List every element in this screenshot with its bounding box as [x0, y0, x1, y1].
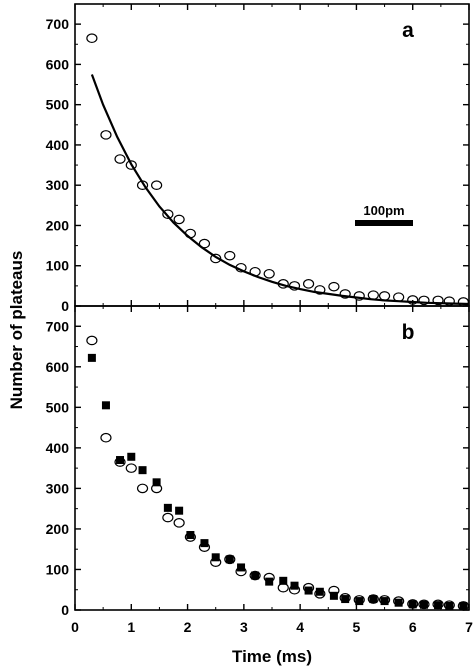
panel-letter: b [402, 321, 415, 344]
x-tick-label: 7 [465, 619, 473, 635]
x-tick-label: 2 [184, 619, 192, 635]
data-point-square [394, 598, 403, 607]
data-point-square [279, 576, 288, 585]
data-point-square [290, 581, 299, 590]
data-point-square [138, 466, 147, 475]
data-point-circle [432, 295, 444, 306]
panel-letter: a [402, 19, 414, 42]
x-tick-label: 1 [127, 619, 135, 635]
data-point-circle [328, 281, 340, 292]
panel-b: 0 100 200 300 400 500 600 700 0 1 2 3 4 5 6 7 b [46, 305, 473, 635]
y-tick-label: 500 [46, 399, 70, 415]
x-tick-label: 0 [71, 619, 79, 635]
data-point-circle [224, 250, 236, 261]
data-point-circle [224, 554, 236, 565]
data-point-square [304, 586, 313, 595]
data-point-circle [457, 601, 469, 611]
y-tick-label: 100 [46, 561, 70, 577]
y-tick-label: 300 [46, 480, 70, 496]
data-point-circle [407, 295, 419, 305]
data-point-square [445, 601, 454, 610]
data-point-circle [314, 285, 326, 295]
y-tick-label: 500 [46, 97, 70, 113]
data-point-circle [114, 154, 126, 164]
data-point-square [315, 587, 324, 596]
data-point-square [434, 601, 443, 610]
data-point-circle [86, 33, 98, 44]
data-point-square [341, 595, 350, 604]
data-point-square [127, 452, 136, 461]
y-tick-label: 0 [61, 602, 69, 618]
x-tick-label: 4 [296, 619, 304, 635]
data-point-circle [418, 295, 430, 306]
x-tick-label: 5 [353, 619, 361, 635]
data-point-circle [162, 512, 174, 523]
data-point-square [459, 601, 468, 610]
data-point-square [175, 506, 184, 515]
data-point-circle [263, 268, 275, 279]
data-point-circle [173, 214, 185, 225]
data-point-circle [367, 594, 379, 604]
data-point-circle [198, 238, 211, 249]
y-tick-label: 400 [46, 137, 70, 153]
y-tick-label: 700 [46, 318, 70, 334]
data-point-square [251, 571, 260, 580]
data-point-square [355, 597, 364, 606]
data-point-square [200, 539, 209, 548]
data-point-square [186, 531, 195, 540]
data-point-square [225, 555, 234, 564]
data-point-square [163, 503, 172, 512]
data-point-square [116, 456, 125, 465]
y-tick-label: 400 [46, 440, 70, 456]
data-point-square [369, 595, 378, 604]
data-point-circle [100, 130, 112, 140]
data-point-circle [378, 291, 391, 301]
panel-a: 0 100 200 300 400 500 600 700 a 100pm [46, 3, 470, 314]
data-point-circle [353, 291, 365, 301]
data-point-square [87, 353, 96, 362]
data-point-circle [151, 180, 163, 190]
fit-curve [90, 74, 470, 306]
data-point-circle [100, 432, 112, 443]
data-point-square [408, 600, 417, 609]
x-axis-title: Time (ms) [232, 647, 312, 666]
data-point-circle [173, 518, 185, 528]
y-tick-label: 600 [46, 359, 70, 375]
y-axis-title: Number of plateaus [7, 251, 26, 410]
data-point-square [419, 600, 428, 609]
data-point-circle [125, 463, 137, 473]
data-point-circle [162, 209, 174, 219]
y-tick-label: 100 [46, 258, 70, 274]
y-tick-label: 0 [61, 298, 69, 314]
y-tick-label: 600 [46, 56, 70, 72]
y-tick-label: 200 [46, 521, 70, 537]
scale-bar [355, 220, 413, 226]
data-point-square [380, 597, 389, 606]
data-point-circle [86, 335, 98, 346]
y-tick-label: 300 [46, 177, 70, 193]
data-point-circle [302, 279, 315, 289]
data-point-square [329, 591, 338, 600]
data-point-circle [339, 289, 351, 299]
data-point-circle [125, 160, 137, 170]
plot-frame [74, 3, 470, 307]
data-point-circle [249, 570, 261, 581]
data-point-square [265, 577, 274, 586]
data-point-circle [136, 483, 149, 494]
y-tick-label: 200 [46, 217, 70, 233]
scale-bar-label: 100pm [363, 203, 404, 218]
data-point-square [211, 553, 220, 562]
y-tick-label: 700 [46, 16, 70, 32]
data-point-square [152, 478, 161, 487]
data-point-square [101, 401, 110, 410]
data-point-square [237, 563, 246, 572]
x-tick-label: 6 [409, 619, 417, 635]
x-tick-label: 3 [240, 619, 248, 635]
